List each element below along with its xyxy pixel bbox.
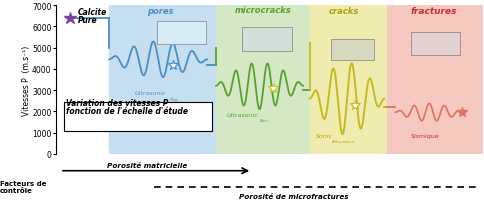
Bar [109,6,215,154]
Text: $_\mathit{Affleurement}$: $_\mathit{Affleurement}$ [331,138,355,145]
Bar [386,6,482,154]
Text: Pure: Pure [78,16,97,25]
Text: microcracks: microcracks [234,6,290,14]
Text: $_\mathit{Plug}$: $_\mathit{Plug}$ [168,95,179,104]
Text: Sismique: Sismique [410,133,439,138]
Text: Facteurs de
contrôle: Facteurs de contrôle [0,180,46,193]
Bar [215,6,309,154]
Text: fonction de l'échelle d'étude: fonction de l'échelle d'étude [66,107,188,116]
Y-axis label: Vitesses P  (m.s⁻¹): Vitesses P (m.s⁻¹) [22,45,30,115]
Text: Porosité matricielle: Porosité matricielle [107,162,187,168]
Text: Calcite: Calcite [78,8,107,17]
Bar [157,22,206,45]
Bar [64,102,211,132]
Bar [410,32,459,56]
Text: cracks: cracks [328,7,358,16]
Text: fractures: fractures [409,7,456,16]
Text: Ultrasonic: Ultrasonic [135,91,166,96]
Bar [309,6,386,154]
Text: $_\mathit{Bloc}$: $_\mathit{Bloc}$ [258,117,268,124]
Text: Variation des vitesses P: Variation des vitesses P [66,99,168,108]
Text: pores: pores [147,7,173,16]
Bar [242,28,291,52]
Text: Ultrasonic: Ultrasonic [226,112,257,117]
Bar [331,40,373,61]
Text: Sonic: Sonic [316,133,333,138]
Text: Porosité de microfractures: Porosité de microfractures [239,193,348,199]
